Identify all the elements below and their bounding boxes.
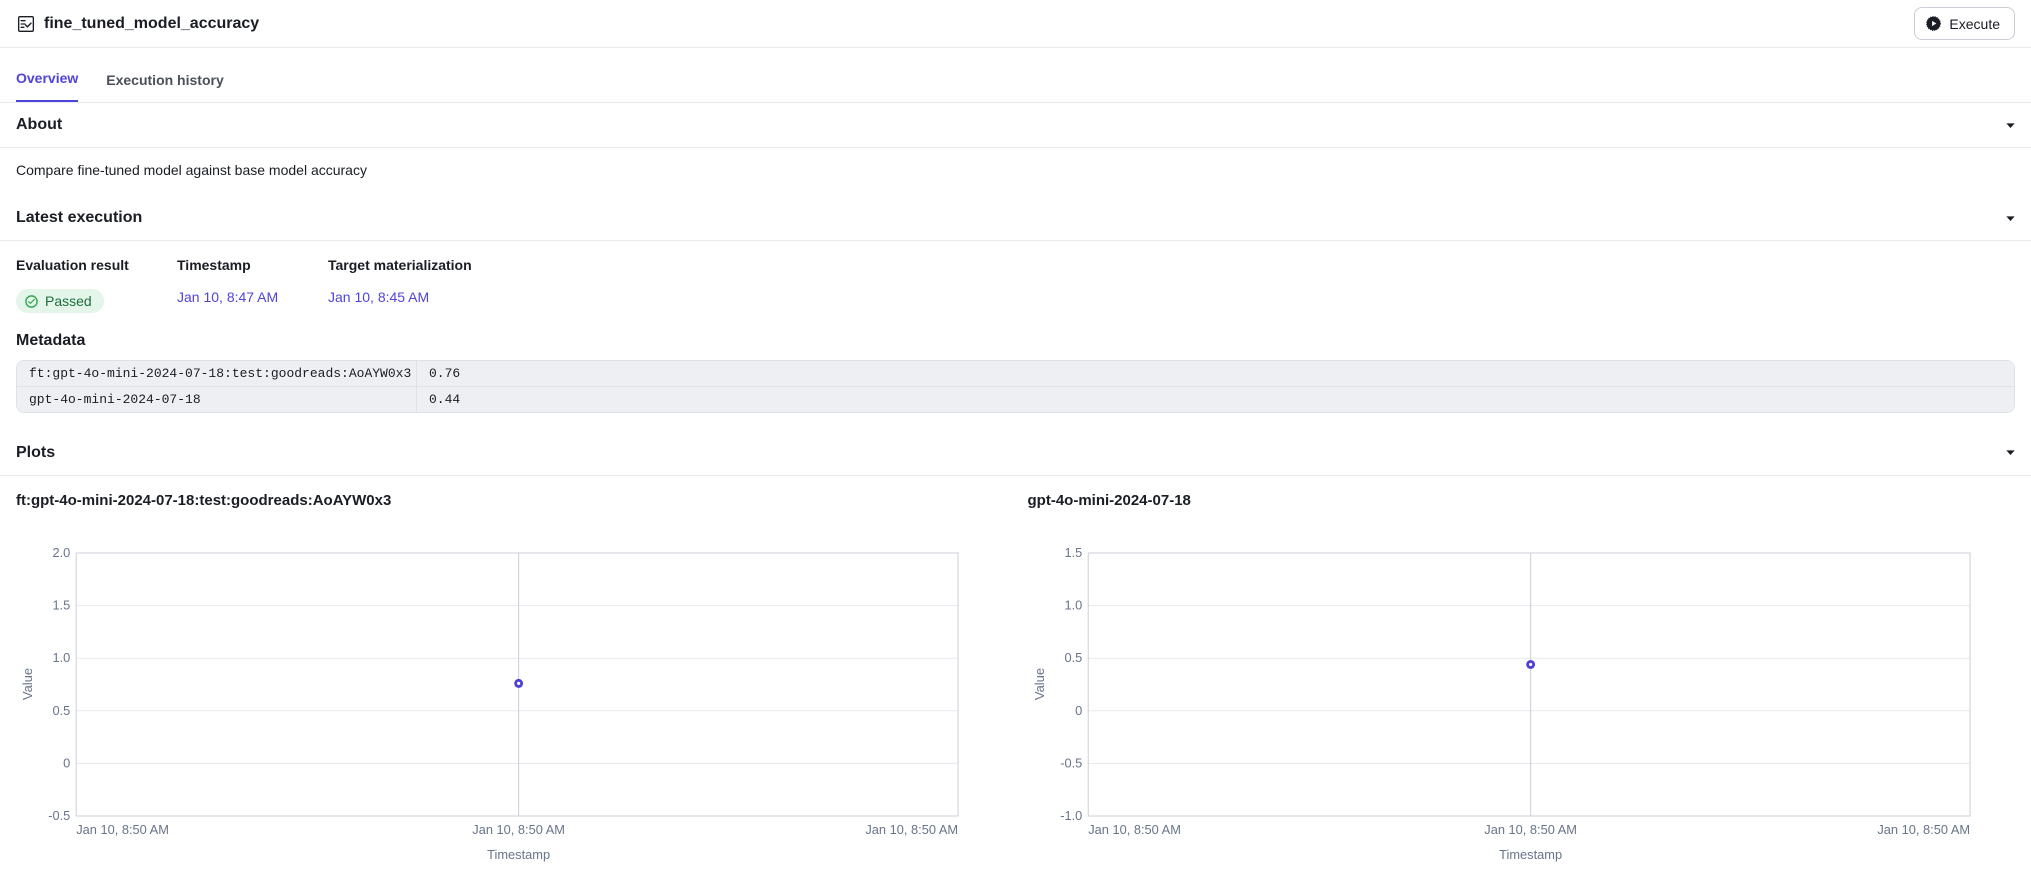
svg-text:0.5: 0.5 <box>52 702 70 717</box>
svg-text:1.5: 1.5 <box>52 597 70 612</box>
svg-text:0: 0 <box>1075 702 1082 717</box>
svg-text:Value: Value <box>20 667 35 699</box>
svg-text:1.0: 1.0 <box>52 650 70 665</box>
svg-text:2.0: 2.0 <box>52 544 70 559</box>
svg-text:-1.0: -1.0 <box>1060 807 1082 822</box>
svg-text:Jan 10, 8:50 AM: Jan 10, 8:50 AM <box>1877 821 1970 836</box>
svg-text:Jan 10, 8:50 AM: Jan 10, 8:50 AM <box>472 821 565 836</box>
svg-text:Jan 10, 8:50 AM: Jan 10, 8:50 AM <box>1088 821 1181 836</box>
svg-text:1.5: 1.5 <box>1064 544 1082 559</box>
svg-text:0: 0 <box>63 755 70 770</box>
svg-text:-0.5: -0.5 <box>48 807 70 822</box>
svg-text:1.0: 1.0 <box>1064 597 1082 612</box>
svg-text:-0.5: -0.5 <box>1060 755 1082 770</box>
svg-text:Timestamp: Timestamp <box>1499 846 1562 861</box>
svg-text:Timestamp: Timestamp <box>487 846 550 861</box>
svg-text:Jan 10, 8:50 AM: Jan 10, 8:50 AM <box>865 821 958 836</box>
svg-text:Value: Value <box>1031 667 1046 699</box>
svg-text:Jan 10, 8:50 AM: Jan 10, 8:50 AM <box>1484 821 1577 836</box>
svg-text:Jan 10, 8:50 AM: Jan 10, 8:50 AM <box>76 821 169 836</box>
svg-text:0.5: 0.5 <box>1064 650 1082 665</box>
